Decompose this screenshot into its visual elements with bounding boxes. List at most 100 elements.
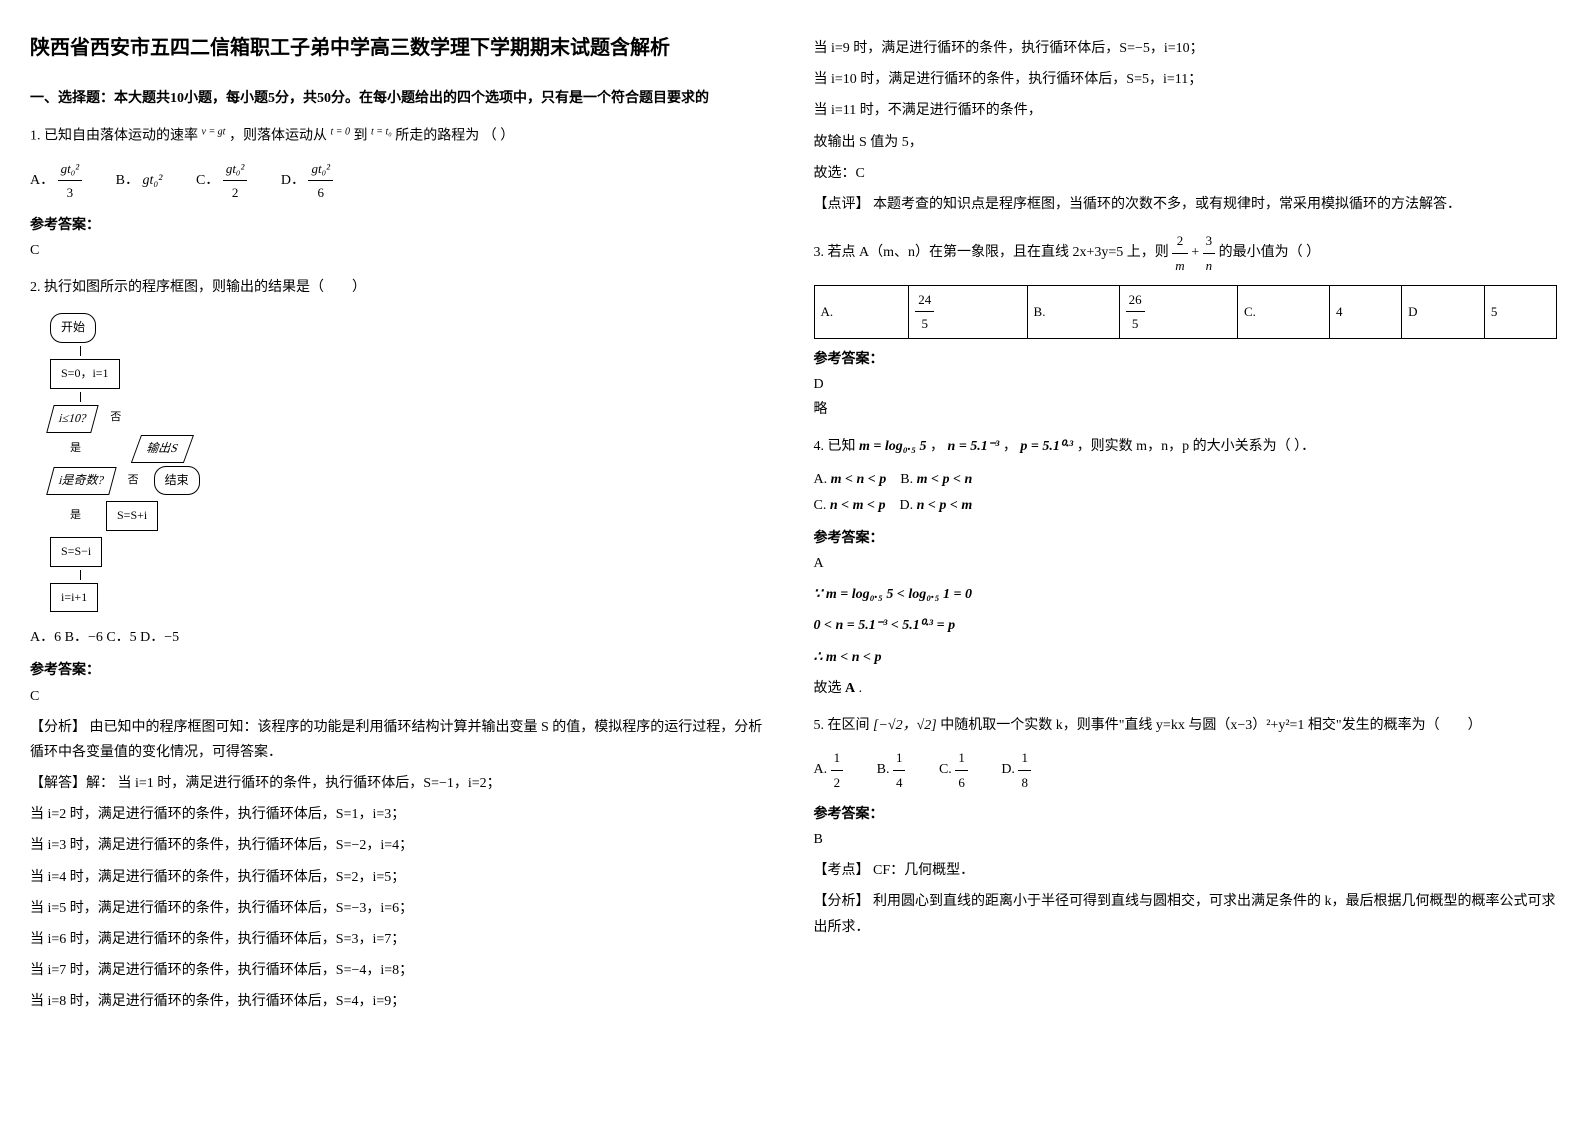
q5-optB-den: 4: [893, 771, 906, 794]
q1-optA-den: 3: [58, 181, 83, 204]
q1-text3: 到: [354, 129, 368, 144]
q5-answer: B: [814, 827, 1558, 852]
q3-tA2-den: 5: [915, 312, 934, 335]
question-3: 3. 若点 A（m、n）在第一象限，且在直线 2x+3y=5 上，则 2m + …: [814, 229, 1558, 277]
q2-s3: 当 i=3 时，满足进行循环的条件，执行循环体后，S=−2，i=4；: [30, 833, 774, 858]
q1-text: 1. 已知自由落体运动的速率: [30, 129, 198, 144]
q1-optD-label: D．: [281, 173, 305, 188]
q1-text4: 所走的路程为 （ ）: [395, 129, 514, 144]
q2-comment-label: 【点评】: [814, 197, 870, 212]
q5-optD-num: 1: [1018, 746, 1031, 770]
fc-yes1: 是: [70, 439, 81, 459]
q5-options: A. 12 B. 14 C. 16 D. 18: [814, 746, 1558, 794]
q4-m-eq: m = log₀.₅ 5: [859, 439, 927, 454]
q2-s8: 当 i=8 时，满足进行循环的条件，执行循环体后，S=4，i=9；: [30, 989, 774, 1014]
q2-comment: 本题考查的知识点是程序框图，当循环的次数不多，或有规律时，常采用模拟循环的方法解…: [873, 197, 1461, 212]
q3-answer: D: [814, 372, 1558, 397]
question-2: 2. 执行如图所示的程序框图，则输出的结果是（ ）: [30, 275, 774, 300]
fc-cond2: i是奇数?: [46, 467, 116, 495]
q2-s1: 当 i=1 时，满足进行循环的条件，执行循环体后，S=−1，i=2；: [118, 776, 501, 791]
q2-analysis-label: 【分析】: [30, 720, 86, 735]
q4-optA: m < n < p: [831, 472, 887, 487]
fc-plus: S=S+i: [106, 501, 158, 531]
q3-frac-num: 2: [1172, 229, 1187, 253]
q5-optC-label: C.: [939, 762, 952, 777]
q5-point-label: 【考点】: [814, 863, 870, 878]
q2-s11: 当 i=11 时，不满足进行循环的条件，: [814, 98, 1558, 123]
q1-optD-den: 6: [308, 181, 333, 204]
q3-frac-den2: n: [1203, 254, 1216, 277]
q4-text2: ，则实数 m，n，p 的大小关系为（ ）．: [1077, 439, 1315, 454]
q1-optB: gt₀²: [143, 173, 163, 188]
q3-tB2-num: 26: [1126, 288, 1145, 312]
q5-optC-num: 1: [955, 746, 968, 770]
q4-step2: 0 < n = 5.1⁻³ < 5.1⁰·³ = p: [814, 618, 956, 633]
fc-init: S=0，i=1: [50, 359, 120, 389]
fc-minus: S=S−i: [50, 537, 102, 567]
q3-frac-num2: 3: [1203, 229, 1216, 253]
q5-analysis-label: 【分析】: [814, 894, 870, 909]
q2-answer-label: 参考答案：: [30, 658, 774, 683]
fc-inc: i=i+1: [50, 583, 98, 613]
q2-s6: 当 i=6 时，满足进行循环的条件，执行循环体后，S=3，i=7；: [30, 927, 774, 952]
q3-tC1: C.: [1237, 285, 1329, 338]
q4-c1: ，: [930, 439, 944, 454]
q3-text2: 的最小值为（ ）: [1219, 245, 1321, 260]
q1-formula1: v = gt: [202, 126, 226, 137]
q2-s9: 当 i=9 时，满足进行循环的条件，执行循环体后，S=−5，i=10；: [814, 36, 1558, 61]
q4-n-eq: n = 5.1⁻³: [948, 439, 1000, 454]
q1-optC-den: 2: [223, 181, 248, 204]
q5-optA-den: 2: [831, 771, 844, 794]
right-column: 当 i=9 时，满足进行循环的条件，执行循环体后，S=−5，i=10； 当 i=…: [814, 30, 1558, 1021]
q3-tA2-num: 24: [915, 288, 934, 312]
q4-row1: A. m < n < p B. m < p < n: [814, 467, 1558, 492]
q1-formula3: t = t₀: [371, 126, 392, 137]
q3-table: A. 245 B. 265 C. 4 D 5: [814, 285, 1558, 339]
q3-answer-label: 参考答案：: [814, 347, 1558, 372]
q5-optA-num: 1: [831, 746, 844, 770]
q5-point: CF：几何概型．: [873, 863, 974, 878]
q4-optC-label: C.: [814, 498, 827, 513]
q4-row2: C. n < m < p D. n < p < m: [814, 493, 1558, 518]
q4-c2: ，: [1003, 439, 1017, 454]
q4-step1: ∵ m = log₀.₅ 5 < log₀.₅ 1 = 0: [814, 587, 973, 602]
q3-tB2-den: 5: [1126, 312, 1145, 335]
q5-analysis: 利用圆心到直线的距离小于半径可得到直线与圆相交，可求出满足条件的 k，最后根据几…: [814, 894, 1556, 934]
q4-step4-prefix: 故选: [814, 681, 842, 696]
fc-no2: 否: [128, 471, 139, 491]
q1-optC-num: gt₀²: [223, 157, 248, 181]
question-5: 5. 在区间 [−√2，√2] 中随机取一个实数 k，则事件"直线 y=kx 与…: [814, 713, 1558, 738]
q5-optC-den: 6: [955, 771, 968, 794]
q4-optB: m < p < n: [917, 472, 973, 487]
fc-output: 输出S: [131, 435, 194, 463]
flowchart: 开始 S=0，i=1 i≤10? 否 是 输出S i是奇数? 否 结束 是 S=…: [50, 310, 774, 615]
section-1-header: 一、选择题：本大题共10小题，每小题5分，共50分。在每小题给出的四个选项中，只…: [30, 86, 774, 111]
q5-optD-den: 8: [1018, 771, 1031, 794]
q4-step4-ans: A: [845, 681, 855, 696]
q4-answer: A: [814, 551, 1558, 576]
question-4: 4. 已知 m = log₀.₅ 5 ， n = 5.1⁻³ ， p = 5.1…: [814, 434, 1558, 459]
fc-no1: 否: [110, 408, 121, 428]
fc-cond1: i≤10?: [46, 405, 99, 433]
q2-s5: 当 i=5 时，满足进行循环的条件，执行循环体后，S=−3，i=6；: [30, 896, 774, 921]
q5-optD-label: D.: [1001, 762, 1015, 777]
q3-tC2: 4: [1330, 285, 1402, 338]
q3-brief: 略: [814, 397, 1558, 422]
q2-s13: 故选：C: [814, 161, 1558, 186]
q5-interval: [−√2，√2]: [873, 718, 937, 733]
q2-s10: 当 i=10 时，满足进行循环的条件，执行循环体后，S=5，i=11；: [814, 67, 1558, 92]
q4-optA-label: A.: [814, 472, 828, 487]
fc-yes2: 是: [70, 506, 81, 526]
q2-s12: 故输出 S 值为 5，: [814, 130, 1558, 155]
q1-text2: ，则落体运动从: [229, 129, 327, 144]
fc-start: 开始: [50, 313, 96, 343]
q3-tB1: B.: [1027, 285, 1119, 338]
q4-optB-label: B.: [900, 472, 913, 487]
q4-optD-label: D.: [899, 498, 913, 513]
q4-p-eq: p = 5.1⁰·³: [1020, 439, 1073, 454]
q4-optD: n < p < m: [917, 498, 973, 513]
q1-formula2: t = 0: [330, 126, 350, 137]
q1-optA-num: gt₀²: [58, 157, 83, 181]
q3-tA1: A.: [814, 285, 909, 338]
q2-options: A．6 B．−6 C．5 D．−5: [30, 625, 774, 650]
